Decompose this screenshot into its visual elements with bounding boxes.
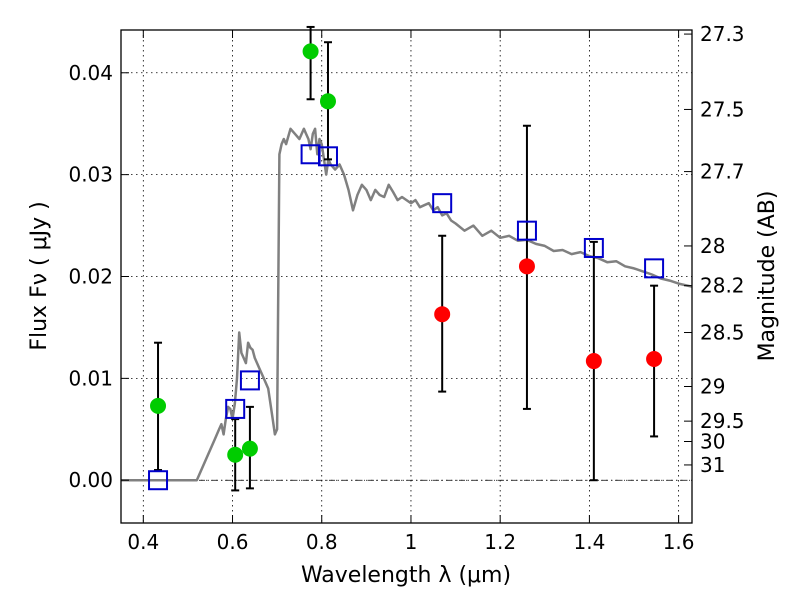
x-tick-label: 1 [405, 530, 418, 554]
model-flux-square [225, 398, 246, 419]
model-flux-square [516, 220, 537, 241]
right-tick-label: 29.5 [700, 409, 745, 433]
x-tick-label: 0.8 [306, 530, 338, 554]
right-tick-label: 27.7 [700, 160, 745, 184]
grid-layer [121, 30, 692, 523]
model-flux-square [317, 146, 338, 167]
right-axis-label: Magnitude (AB) [755, 191, 780, 362]
right-tick-label: 27.5 [700, 97, 745, 121]
y-tick-label: 0.00 [68, 468, 113, 492]
y-tick-label: 0.02 [68, 265, 113, 289]
photometry-point [646, 351, 663, 368]
photometry-point [518, 258, 535, 275]
right-tick-label: 28 [700, 234, 725, 258]
x-axis-label: Wavelength λ (μm) [301, 563, 511, 588]
photometry-point [585, 353, 602, 370]
right-tick-label: 30 [700, 430, 725, 454]
model-flux-square [583, 237, 604, 258]
x-tick-label: 0.6 [217, 530, 249, 554]
right-tick-label: 28.2 [700, 274, 745, 298]
right-tick-label: 31 [700, 453, 725, 477]
x-tick-label: 1.4 [573, 530, 605, 554]
photometry-point [302, 43, 319, 60]
y-tick-label: 0.01 [68, 366, 113, 390]
model-flux-square [644, 258, 665, 279]
x-tick-label: 1.2 [484, 530, 516, 554]
model-flux-square [148, 470, 169, 491]
photometry-point [319, 93, 336, 110]
photometry-point [434, 306, 451, 323]
template-spectrum-line [121, 127, 693, 482]
photometry-point [241, 440, 258, 457]
series-layer [121, 25, 693, 492]
photometry-point [227, 446, 244, 463]
photometry-point [150, 397, 167, 414]
tick-layer: 0.4 0.6 0.8 1 1.2 1.4 1.6 0.00 0.01 0.02 0.03 0.04 2… [68, 22, 744, 554]
y-tick-label: 0.03 [68, 163, 113, 187]
model-flux-square [432, 193, 453, 214]
right-tick-label: 27.3 [700, 22, 745, 46]
model-flux-square [239, 370, 260, 391]
y-axis-label: Flux Fν ( μJy ) [27, 201, 52, 350]
x-tick-label: 0.4 [127, 530, 159, 554]
right-tick-label: 28.5 [700, 321, 745, 345]
x-tick-label: 1.6 [663, 530, 695, 554]
right-tick-label: 29 [700, 375, 725, 399]
y-tick-label: 0.04 [68, 61, 113, 85]
